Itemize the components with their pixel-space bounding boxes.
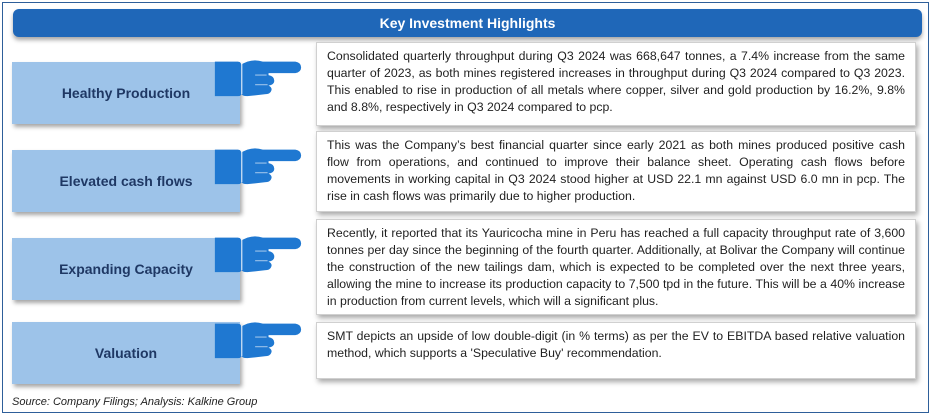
header-bar: Key Investment Highlights: [13, 9, 922, 37]
label-valuation: Valuation: [12, 322, 240, 384]
label-elevated-cash-flows: Elevated cash flows: [12, 150, 240, 212]
pointing-hand-icon: [214, 147, 302, 185]
text-box-expanding-capacity: Recently, it reported that its Yauricoch…: [316, 219, 916, 315]
row-label: Valuation: [94, 345, 158, 361]
pointing-hand-icon: [214, 59, 302, 97]
row-text: SMT depicts an upside of low double-digi…: [327, 329, 905, 360]
text-box-elevated-cash-flows: This was the Company’s best financial qu…: [316, 131, 916, 212]
row-text: This was the Company’s best financial qu…: [327, 138, 905, 203]
row-label: Elevated cash flows: [59, 173, 193, 189]
row-label: Expanding Capacity: [59, 261, 193, 277]
pointing-hand-icon: [214, 321, 302, 359]
pointing-hand-icon: [214, 235, 302, 273]
source-note: Source: Company Filings; Analysis: Kalki…: [12, 396, 258, 408]
text-box-valuation: SMT depicts an upside of low double-digi…: [316, 322, 916, 379]
row-text: Recently, it reported that its Yauricoch…: [327, 226, 905, 308]
label-expanding-capacity: Expanding Capacity: [12, 238, 240, 300]
row-label: Healthy Production: [61, 85, 191, 101]
page-title: Key Investment Highlights: [379, 15, 556, 31]
row-text: Consolidated quarterly throughput during…: [327, 49, 905, 114]
text-box-healthy-production: Consolidated quarterly throughput during…: [316, 42, 916, 126]
label-healthy-production: Healthy Production: [12, 62, 240, 124]
